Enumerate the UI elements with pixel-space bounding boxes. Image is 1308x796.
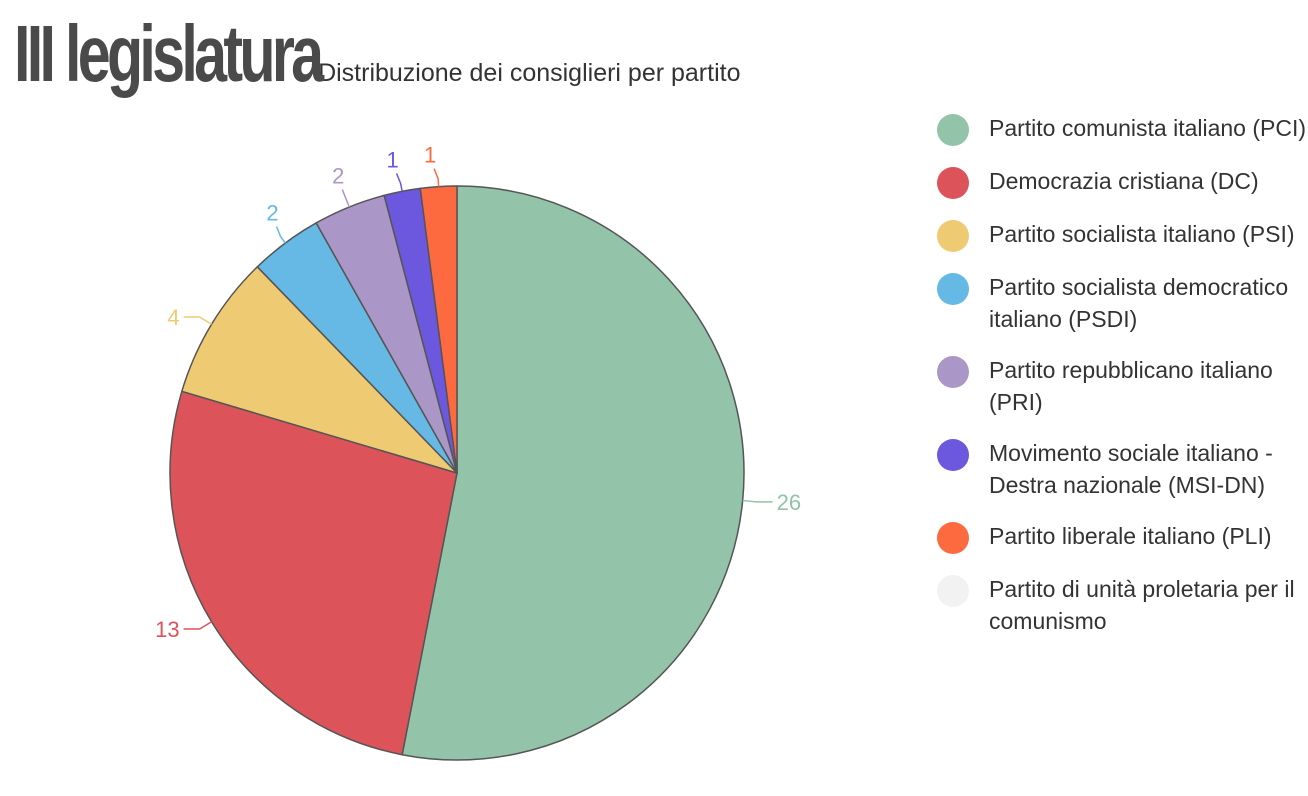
pie-slice[interactable]: [419, 185, 458, 474]
legend-item[interactable]: Movimento sociale italiano - Destra nazi…: [937, 437, 1308, 501]
data-label: 13: [155, 617, 179, 642]
data-label: 4: [167, 305, 179, 330]
pie-slice[interactable]: [401, 185, 745, 761]
data-label: 2: [266, 201, 278, 226]
legend-swatch: [937, 439, 969, 471]
legend-label: Democrazia cristiana (DC): [989, 168, 1259, 194]
legend-item[interactable]: Partito socialista italiano (PSI): [937, 218, 1308, 252]
data-label: 26: [777, 490, 801, 515]
legend-item[interactable]: Democrazia cristiana (DC): [937, 165, 1308, 199]
legend-label: Partito socialista italiano (PSI): [989, 221, 1295, 247]
leader-line: [395, 173, 403, 192]
legend-label: Partito socialista democratico italiano …: [989, 274, 1289, 332]
data-label: 2: [332, 164, 344, 189]
legend-label: Partito di unità proletaria per il comun…: [989, 576, 1295, 634]
chart-title: III legislatura: [14, 9, 324, 98]
legend-item[interactable]: Partito repubblicano italiano (PRI): [937, 354, 1308, 418]
leader-line: [433, 168, 440, 187]
legend-swatch: [937, 575, 969, 607]
legend-label: Partito repubblicano italiano (PRI): [989, 357, 1273, 415]
pie-chart: 26 13 4 2 2 1 1: [155, 143, 801, 761]
legend-swatch: [937, 273, 969, 305]
leader-line: [275, 226, 286, 244]
legend-swatch: [937, 356, 969, 388]
legend-swatch: [937, 114, 969, 146]
data-label: 1: [386, 147, 398, 172]
pie-slice[interactable]: [169, 390, 458, 756]
legend-item[interactable]: Partito di unità proletaria per il comun…: [937, 573, 1308, 637]
leader-line: [742, 499, 773, 503]
legend-swatch: [937, 522, 969, 554]
legend-swatch: [937, 220, 969, 252]
leader-line: [183, 316, 212, 325]
pie-slices: [169, 185, 745, 761]
legend-swatch: [937, 167, 969, 199]
data-label: 1: [424, 143, 436, 168]
leader-line: [341, 189, 350, 208]
legend-item[interactable]: Partito socialista democratico italiano …: [937, 271, 1308, 335]
chart-header: III legislatura Distribuzione dei consig…: [14, 14, 741, 94]
legend-item[interactable]: Partito comunista italiano (PCI): [937, 112, 1308, 146]
pie-data-labels: 26 13 4 2 2 1 1: [155, 143, 801, 642]
legend-item[interactable]: Partito liberale italiano (PLI): [937, 520, 1308, 554]
legend-label: Partito comunista italiano (PCI): [989, 115, 1307, 141]
legend-label: Partito liberale italiano (PLI): [989, 523, 1272, 549]
leader-line: [183, 621, 212, 630]
pie-slice[interactable]: [181, 266, 458, 474]
chart-legend: Partito comunista italiano (PCI) Democra…: [937, 112, 1308, 656]
legend-label: Movimento sociale italiano - Destra nazi…: [989, 440, 1273, 498]
chart-subtitle: Distribuzione dei consiglieri per partit…: [318, 59, 741, 87]
